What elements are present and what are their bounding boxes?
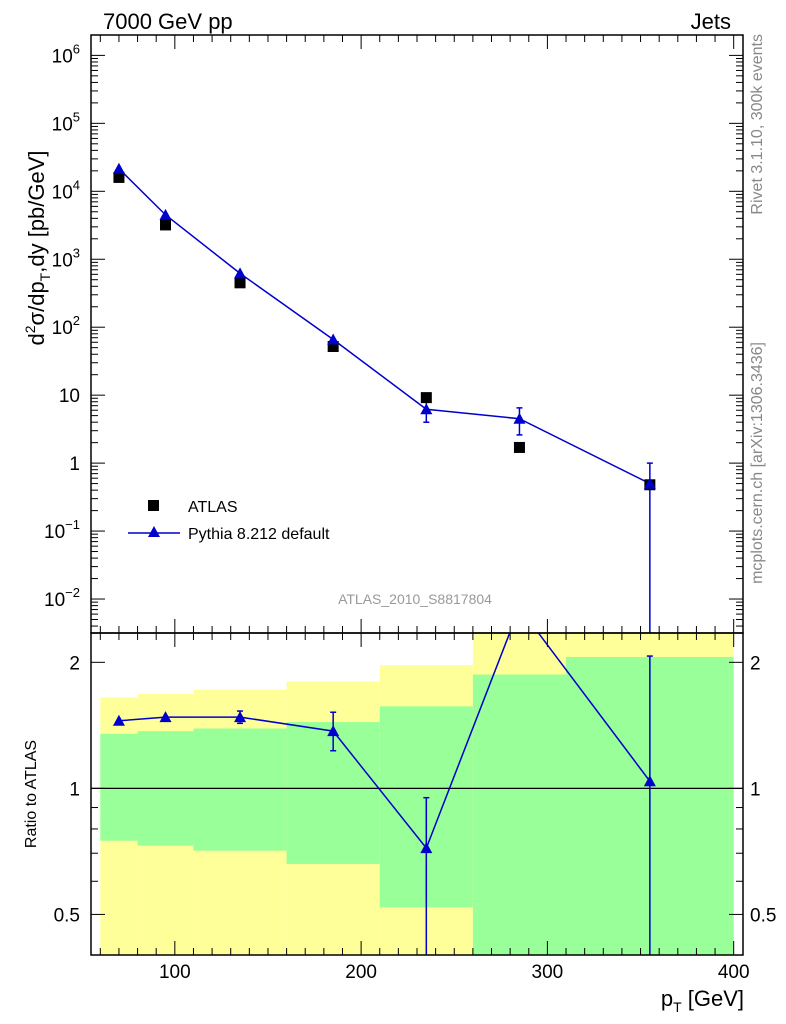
ratio-frame (90, 632, 744, 956)
main-series (112, 162, 656, 633)
legend-mc-marker (148, 526, 160, 537)
mc-point (513, 412, 526, 424)
ratio-y-tick-label-left: 1 (69, 779, 80, 800)
mc-point (327, 333, 340, 345)
rivet-label: Rivet 3.1.10, 300k events (749, 34, 766, 215)
header-right: Jets (691, 9, 731, 34)
mc-line (118, 168, 651, 485)
mcplots-label: mcplots.cern.ch [arXiv:1306.3436] (749, 342, 766, 584)
ratio-band-inner-2 (193, 728, 287, 851)
atlas-point (160, 219, 172, 231)
ratio-band-inner-0 (100, 733, 138, 841)
ratio-mc-point (159, 711, 172, 723)
mc-point (159, 208, 172, 220)
mc-point (643, 477, 656, 489)
main-y-tick-label: 103 (52, 245, 80, 271)
ratio-mc-point (112, 714, 125, 726)
ratio-mc-point (643, 775, 656, 787)
x-axis-label: pT [GeV] (661, 986, 744, 1015)
mc-point (112, 162, 125, 174)
atlas-point (513, 441, 525, 453)
ratio-y-tick-label-left: 0.5 (54, 905, 80, 926)
ratio-y-tick-label-right: 0.5 (750, 905, 776, 926)
x-tick-label: 400 (718, 962, 750, 983)
atlas-point (234, 277, 246, 289)
analysis-id: ATLAS_2010_S8817804 (338, 591, 492, 607)
main-y-tick-label: 104 (52, 177, 80, 203)
main-frame (90, 34, 744, 634)
ratio-series (112, 633, 656, 955)
main-y-tick-label: 10−1 (44, 517, 80, 543)
mc-point (420, 403, 433, 415)
ratio-mc-point (234, 711, 247, 723)
main-y-tick-label: 1 (69, 454, 80, 475)
atlas-point (420, 392, 432, 404)
atlas-point (327, 341, 339, 353)
ratio-mc-point (420, 842, 433, 854)
legend-mc-label: Pythia 8.212 default (188, 526, 330, 543)
main-y-tick-label: 102 (52, 313, 80, 339)
ratio-mc-point (327, 725, 340, 737)
legend: ATLAS Pythia 8.212 default (128, 499, 330, 543)
main-y-tick-label: 106 (52, 41, 80, 67)
ratio-y-tick-label-left: 2 (69, 653, 80, 674)
ratio-y-axis-label: Ratio to ATLAS (23, 740, 40, 848)
x-tick-label: 300 (532, 962, 564, 983)
svg-text:pT [GeV]: pT [GeV] (661, 986, 744, 1015)
main-y-tick-label: 10−2 (44, 585, 80, 611)
x-ticks: 100 200 300 400 (99, 35, 750, 983)
ratio-y-tick-label-right: 1 (750, 779, 761, 800)
ratio-bands (91, 633, 743, 955)
legend-data-marker (148, 500, 159, 511)
main-ticks: 10−2 10−1 1 10 102 103 104 105 106 (44, 41, 743, 627)
main-y-axis-label: d2σ/dpT,dy [pb/GeV] (22, 150, 53, 345)
ratio-ticks: 0.5 0.5 1 1 2 2 (54, 653, 776, 956)
x-tick-label: 100 (159, 962, 191, 983)
ratio-band-inner-5 (472, 674, 567, 955)
ratio-y-tick-label-right: 2 (750, 653, 761, 674)
main-y-tick-label: 10 (59, 386, 80, 407)
svg-text:d2σ/dpT,dy [pb/GeV]: d2σ/dpT,dy [pb/GeV] (22, 150, 53, 345)
header-left: 7000 GeV pp (103, 9, 233, 34)
legend-data-label: ATLAS (188, 499, 238, 516)
mc-point (234, 267, 247, 279)
main-y-tick-label: 105 (52, 109, 80, 135)
atlas-point (113, 171, 125, 183)
x-tick-label: 200 (345, 962, 377, 983)
